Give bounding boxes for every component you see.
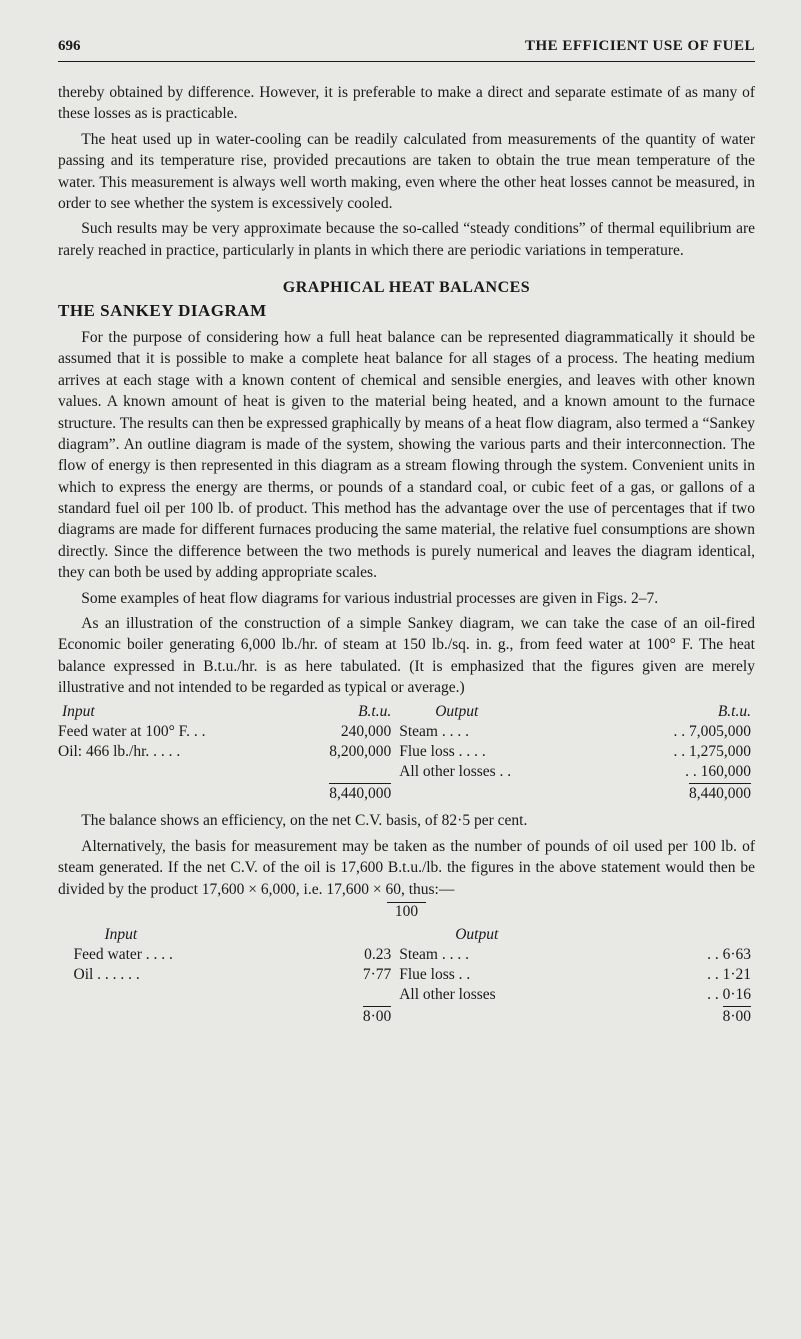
- cell: Oil . . . . . .: [58, 965, 260, 985]
- output-head: Output: [395, 925, 620, 945]
- header-rule: [58, 61, 755, 62]
- output-total: 8·00: [723, 1006, 751, 1026]
- page-number: 696: [58, 38, 81, 55]
- heading-sankey: THE SANKEY DIAGRAM: [58, 301, 755, 321]
- cell: . . 0·16: [620, 985, 755, 1005]
- output-unit: B.t.u.: [620, 702, 755, 722]
- table-row: 8·00 8·00: [58, 1005, 755, 1027]
- output-total: 8,440,000: [689, 783, 751, 803]
- table-row: Input B.t.u. Output B.t.u.: [58, 702, 755, 722]
- cell: [58, 985, 260, 1005]
- table-row: All other losses . . 0·16: [58, 985, 755, 1005]
- cell: . . 6·63: [620, 945, 755, 965]
- heat-balance-table-btu: Input B.t.u. Output B.t.u. Feed water at…: [58, 702, 755, 804]
- cell: Steam . . . .: [395, 722, 620, 742]
- paragraph: As an illustration of the construction o…: [58, 613, 755, 699]
- cell: Flue loss . . . .: [395, 742, 620, 762]
- table-row: Input Output: [58, 925, 755, 945]
- paragraph: Some examples of heat flow diagrams for …: [58, 588, 755, 609]
- output-head: Output: [395, 702, 620, 722]
- cell: All other losses: [395, 985, 620, 1005]
- table-row: Oil: 466 lb./hr. . . . . 8,200,000 Flue …: [58, 742, 755, 762]
- paragraph: The heat used up in water-cooling can be…: [58, 129, 755, 215]
- cell: [260, 985, 395, 1005]
- paragraph: thereby obtained by difference. However,…: [58, 82, 755, 125]
- cell: [260, 762, 395, 782]
- cell: Steam . . . .: [395, 945, 620, 965]
- heat-balance-table-per100lb: Input Output Feed water . . . . 0.23 Ste…: [58, 925, 755, 1027]
- paragraph: For the purpose of considering how a ful…: [58, 327, 755, 584]
- heading-graphical: GRAPHICAL HEAT BALANCES: [58, 279, 755, 297]
- paragraph: The balance shows an efficiency, on the …: [58, 810, 755, 831]
- cell: . . 160,000: [620, 762, 755, 782]
- cell: [58, 762, 260, 782]
- input-head: Input: [58, 925, 260, 945]
- input-unit: B.t.u.: [260, 702, 395, 722]
- cell: Feed water . . . .: [58, 945, 260, 965]
- cell: 0.23: [260, 945, 395, 965]
- fraction-denominator: 100: [387, 902, 426, 921]
- cell: 8,200,000: [260, 742, 395, 762]
- input-total: 8,440,000: [329, 783, 391, 803]
- cell: . . 1,275,000: [620, 742, 755, 762]
- cell: 240,000: [260, 722, 395, 742]
- page-header: 696 THE EFFICIENT USE OF FUEL: [58, 38, 755, 55]
- input-head: Input: [58, 702, 260, 722]
- page: 696 THE EFFICIENT USE OF FUEL thereby ob…: [0, 0, 801, 1339]
- table-row: 8,440,000 8,440,000: [58, 782, 755, 804]
- cell: Oil: 466 lb./hr. . . . .: [58, 742, 260, 762]
- input-total: 8·00: [363, 1006, 391, 1026]
- cell: 7·77: [260, 965, 395, 985]
- running-head: THE EFFICIENT USE OF FUEL: [525, 38, 755, 55]
- table-row: Oil . . . . . . 7·77 Flue loss . . . . 1…: [58, 965, 755, 985]
- cell: . . 7,005,000: [620, 722, 755, 742]
- table-row: All other losses . . . . 160,000: [58, 762, 755, 782]
- cell: Flue loss . .: [395, 965, 620, 985]
- table-row: Feed water at 100° F. . . 240,000 Steam …: [58, 722, 755, 742]
- cell: . . 1·21: [620, 965, 755, 985]
- paragraph: Alternatively, the basis for measurement…: [58, 836, 755, 900]
- table-row: Feed water . . . . 0.23 Steam . . . . . …: [58, 945, 755, 965]
- cell: All other losses . .: [395, 762, 620, 782]
- cell: Feed water at 100° F. . .: [58, 722, 260, 742]
- paragraph: Such results may be very approximate bec…: [58, 218, 755, 261]
